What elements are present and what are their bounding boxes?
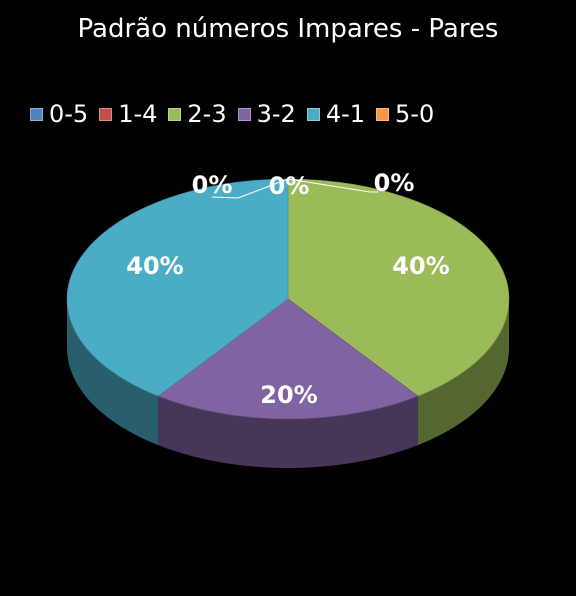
data-label-5-0: 0% [374, 169, 415, 197]
pie-slice-2-3 [287, 178, 510, 397]
legend-item-5-0: 5-0 [376, 100, 434, 128]
legend-label-0-5: 0-5 [49, 100, 89, 128]
legend-label-1-4: 1-4 [118, 100, 158, 128]
data-label-0-5: 0% [192, 171, 233, 199]
chart-title: Padrão números Impares - Pares [77, 14, 499, 44]
legend-swatch-2-3 [168, 107, 182, 121]
pie-slice-4-1 [66, 178, 289, 397]
legend-label-5-0: 5-0 [395, 100, 435, 128]
legend-swatch-4-1 [306, 107, 320, 121]
legend-swatch-3-2 [237, 107, 251, 121]
data-label-3-2: 20% [260, 381, 317, 409]
data-label-2-3: 40% [392, 252, 449, 280]
data-label-1-4: 0% [269, 172, 310, 200]
legend-swatch-0-5 [30, 107, 43, 121]
leader-line-5-0 [287, 178, 378, 193]
legend-label-3-2: 3-2 [256, 100, 296, 128]
legend-swatch-1-4 [99, 107, 113, 121]
pie-slice-3-2 [157, 298, 419, 420]
legend-item-0-5: 0-5 [30, 100, 88, 128]
legend-swatch-5-0 [376, 107, 390, 121]
legend-label-2-3: 2-3 [187, 100, 227, 128]
legend-item-3-2: 3-2 [237, 100, 296, 128]
legend-item-1-4: 1-4 [99, 100, 157, 128]
data-label-4-1: 40% [126, 252, 183, 280]
legend-item-4-1: 4-1 [306, 100, 366, 128]
leader-line-0-5 [211, 178, 289, 199]
legend: 0-5 1-4 2-3 3-2 4-1 5-0 [30, 100, 445, 128]
legend-item-2-3: 2-3 [168, 100, 227, 128]
legend-label-4-1: 4-1 [325, 100, 366, 128]
